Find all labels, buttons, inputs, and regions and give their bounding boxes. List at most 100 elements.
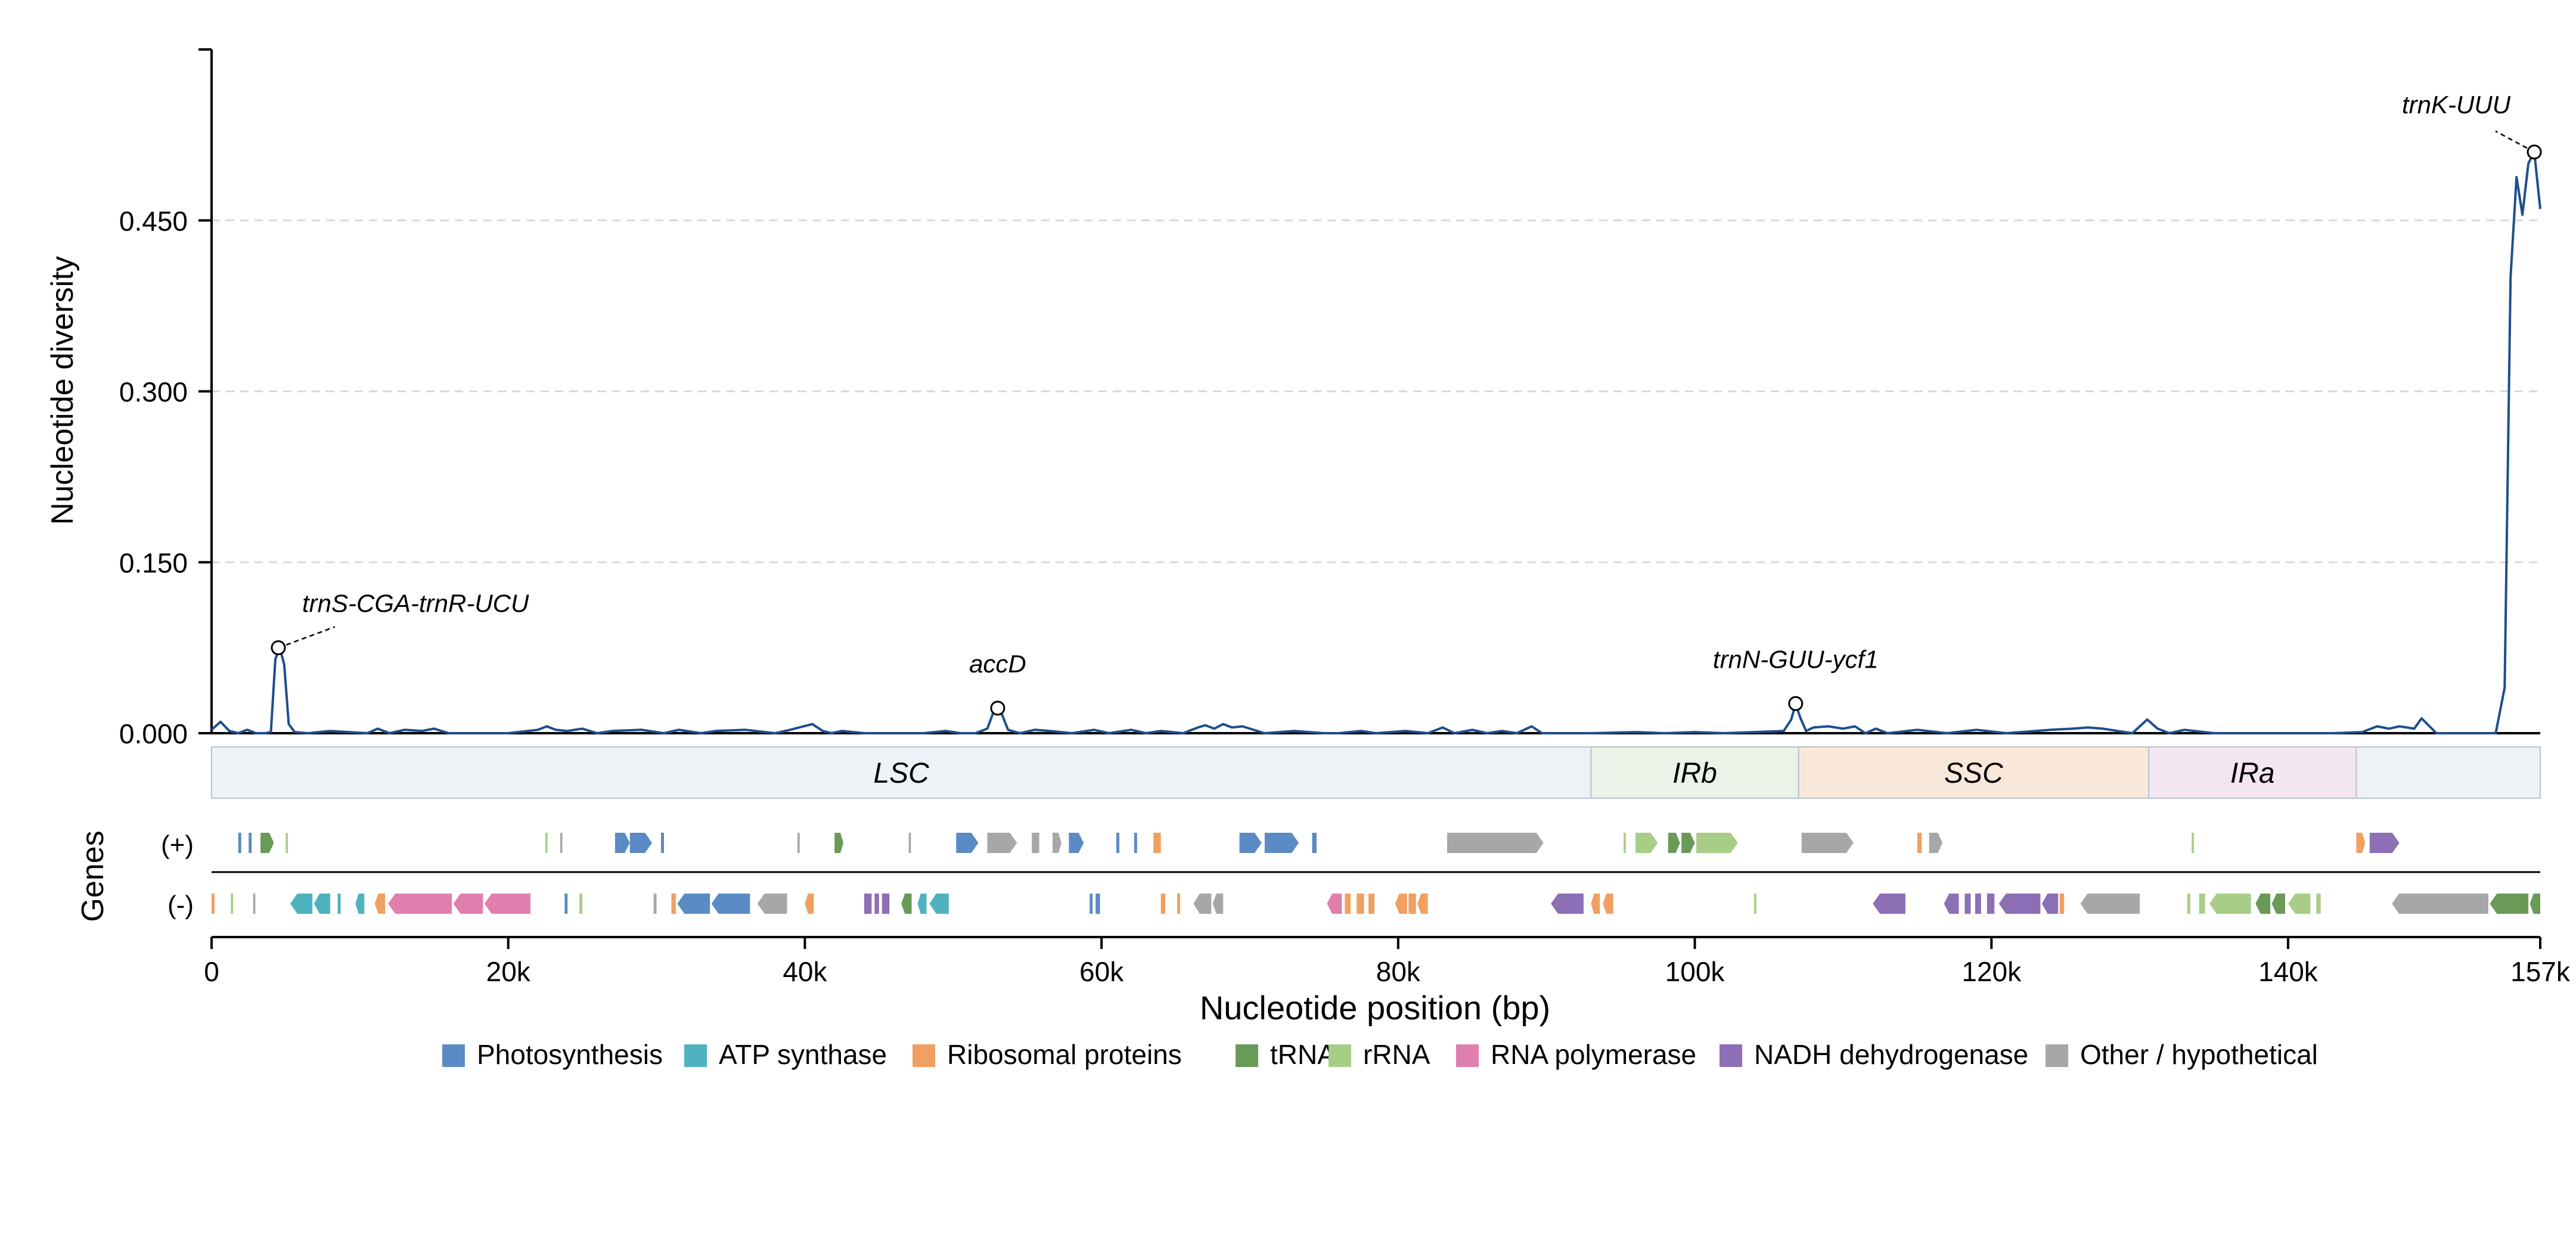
plus-strand-gene [956, 833, 979, 853]
legend-label: ATP synthase [719, 1039, 887, 1070]
minus-strand-gene [1193, 894, 1212, 914]
minus-strand-gene [917, 894, 927, 914]
plus-strand-gene [1069, 833, 1084, 853]
minus-strand-gene [1095, 894, 1100, 914]
strand-label-minus: (-) [167, 891, 194, 920]
plus-strand-gene [560, 833, 563, 853]
plus-strand-gene [629, 833, 653, 853]
y-tick-label: 0.450 [119, 206, 188, 237]
minus-strand-gene [253, 894, 256, 914]
minus-strand-gene [355, 894, 365, 914]
x-tick-label: 100k [1665, 956, 1725, 987]
plus-strand-gene [238, 833, 241, 853]
x-tick-label: 60k [1079, 956, 1124, 987]
minus-strand-gene [1395, 894, 1407, 914]
plus-strand-gene [661, 833, 665, 853]
peak-annotations: trnS-CGA-trnR-UCU accD trnN-GUU-ycf1 trnK-U… [271, 91, 2542, 716]
plus-strand-gene [1929, 833, 1943, 853]
minus-strand-gene [314, 894, 331, 914]
minus-strand-gene [1975, 894, 1981, 914]
minus-strand-gene [1357, 894, 1364, 914]
plus-strand-gene [1239, 833, 1262, 853]
diversity-line [210, 151, 2541, 734]
minus-strand-gene [564, 894, 568, 914]
plus-strand-gene [834, 833, 844, 853]
minus-strand-gene [290, 894, 313, 914]
x-tick-label: 157k [2510, 956, 2571, 987]
diversity-series-line [210, 151, 2541, 734]
minus-strand-gene [805, 894, 814, 914]
minus-strand-gene [2530, 894, 2540, 914]
plus-strand-gene [1696, 833, 1738, 853]
minus-strand-gene [1177, 894, 1181, 914]
legend-label: NADH dehydrogenase [1754, 1039, 2028, 1070]
plus-strand-gene [1134, 833, 1137, 853]
legend-swatch [684, 1044, 707, 1067]
plus-strand-gene [1624, 833, 1626, 853]
region-lsc [211, 746, 1592, 799]
x-tick-label: 120k [1962, 956, 2022, 987]
minus-strand-gene [929, 894, 949, 914]
plus-strand-gene [1681, 833, 1695, 853]
minus-strand-gene [1591, 894, 1600, 914]
x-tick-label: 80k [1376, 956, 1421, 987]
peak-annotation-label: trnS-CGA-trnR-UCU [302, 590, 529, 618]
axes: 0.000 0.150 0.300 0.450 0 20k 40k 60k 80k 100k 120… [119, 48, 2571, 987]
minus-strand-gene [2490, 894, 2529, 914]
plus-strand-gene [285, 833, 288, 853]
gene-tracks: (+) (-) [161, 830, 2540, 920]
strand-label-plus: (+) [161, 830, 194, 860]
minus-strand-gene [2288, 894, 2311, 914]
minus-strand-gene [1327, 894, 1342, 914]
peak-annotation-label: accD [969, 650, 1026, 678]
minus-strand-gene [1368, 894, 1375, 914]
plus-strand-gene [2192, 833, 2194, 853]
minus-strand-gene [2316, 894, 2321, 914]
minus-strand-gene [374, 894, 386, 914]
minus-strand-gene [882, 894, 890, 914]
plus-strand-gene [1312, 833, 1317, 853]
legend-label: Ribosomal proteins [947, 1039, 1182, 1070]
minus-strand-gene [864, 894, 872, 914]
plus-strand-gene [1052, 833, 1062, 853]
legend-label: tRNA [1270, 1039, 1336, 1070]
minus-strand-gene [1603, 894, 1613, 914]
plus-strand-gene [1801, 833, 1854, 853]
plus-strand-gene [249, 833, 252, 853]
legend-swatch [1236, 1044, 1258, 1067]
minus-strand-gene [1417, 894, 1428, 914]
plus-strand-gene [2369, 833, 2400, 853]
annotation-leader [278, 626, 336, 649]
genes-axis-label: Genes [76, 830, 110, 922]
minus-strand-gene [2080, 894, 2140, 914]
minus-strand-gene [653, 894, 657, 914]
minus-strand-gene [453, 894, 483, 914]
region-label: LSC [873, 758, 929, 789]
minus-strand-gene [677, 894, 710, 914]
minus-strand-gene [212, 894, 215, 914]
plus-strand-gene [797, 833, 800, 853]
peak-marker [2527, 144, 2542, 160]
legend-swatch [913, 1044, 935, 1067]
minus-strand-gene [231, 894, 234, 914]
region-label: IRa [2230, 758, 2275, 789]
minus-strand-gene [2059, 894, 2065, 914]
minus-strand-gene [1944, 894, 1959, 914]
legend: Photosynthesis ATP synthase Ribosomal prot… [442, 1039, 2318, 1070]
region-tail [2355, 746, 2541, 799]
legend-swatch [1720, 1044, 1742, 1067]
x-tick-label: 140k [2258, 956, 2319, 987]
peak-marker [271, 640, 286, 656]
plus-strand-gene [1264, 833, 1299, 853]
plus-strand-gene [987, 833, 1017, 853]
x-tick-label: 20k [486, 956, 531, 987]
legend-label: rRNA [1363, 1039, 1430, 1070]
minus-strand-gene [1160, 894, 1166, 914]
minus-strand-gene [388, 894, 452, 914]
minus-strand-gene [2255, 894, 2271, 914]
minus-strand-gene [1987, 894, 1995, 914]
plus-strand-gene [1917, 833, 1922, 853]
y-axis-label: Nucleotide diversity [45, 256, 80, 525]
region-label: SSC [1944, 758, 2003, 789]
